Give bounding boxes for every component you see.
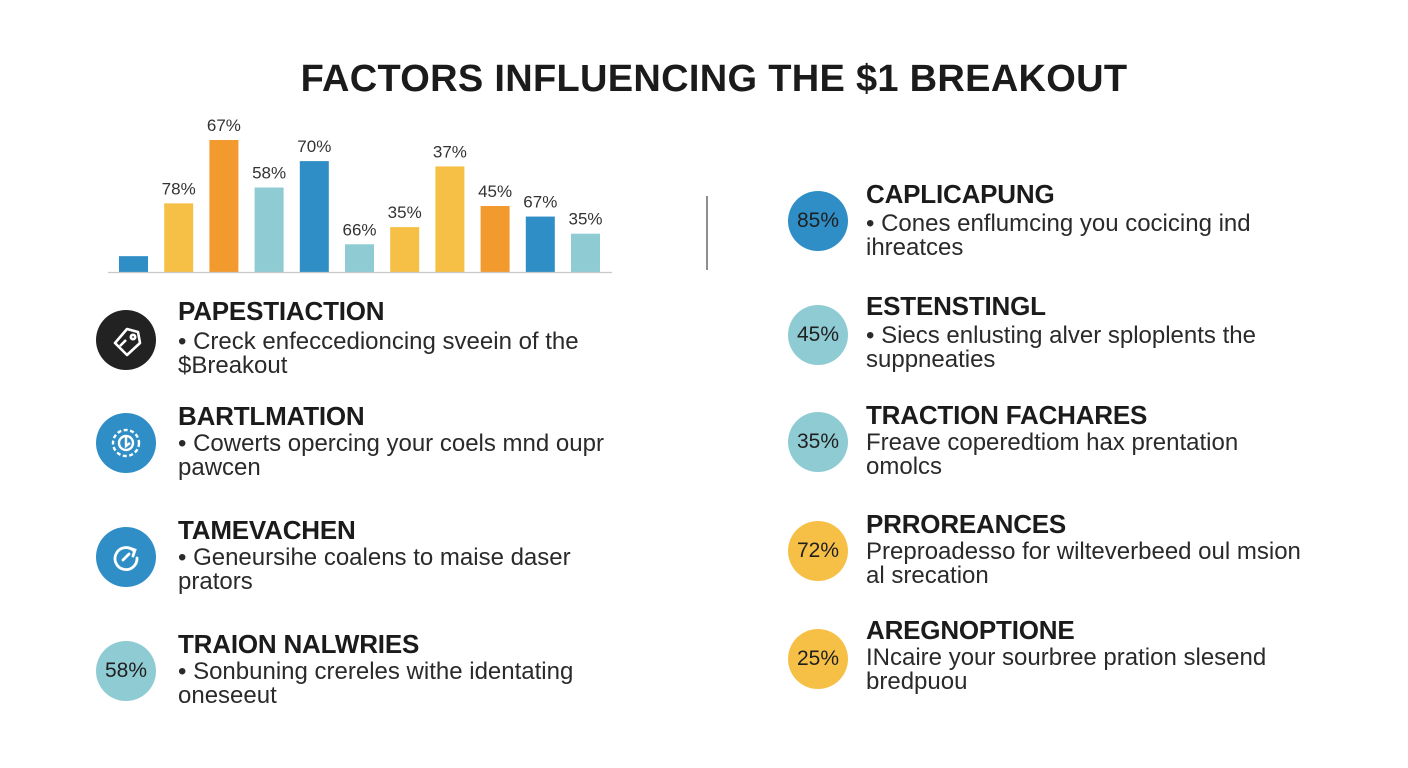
- factor-description: INcaire your sourbree pration slesend br…: [866, 644, 1267, 695]
- bar-chart: 78% 67% 58% 70% 66% 35% 37% 45% 67% 35%: [100, 100, 620, 285]
- bar-value-label: 35%: [568, 210, 602, 229]
- refresh-icon: [96, 527, 156, 587]
- bar-value-label: 58%: [252, 164, 286, 183]
- chart-bar: [254, 187, 284, 272]
- factor-description: • Creck enfeccedioncing sveein of the $B…: [178, 328, 579, 379]
- bar-value-label: 70%: [297, 137, 331, 156]
- factor-title: BARTLMATION: [178, 401, 365, 431]
- bar-chart-svg: 78% 67% 58% 70% 66% 35% 37% 45% 67% 35%: [108, 116, 612, 274]
- percent-badge: 45%: [788, 305, 848, 365]
- percent-badge: 85%: [788, 191, 848, 251]
- percent-badge: 35%: [788, 412, 848, 472]
- factor-description: • Siecs enlusting alver sploplents the s…: [866, 322, 1256, 373]
- bar-value-label: 37%: [433, 142, 467, 161]
- percent-badge: 72%: [788, 521, 848, 581]
- tag-icon: [96, 310, 156, 370]
- bar-value-label: 66%: [342, 220, 376, 239]
- chart-bar: [390, 227, 420, 272]
- bar-value-label: 45%: [478, 182, 512, 201]
- gear-icon: [96, 413, 156, 473]
- factor-title: TRAION NALWRIES: [178, 629, 420, 659]
- page-title: FACTORS INFLUENCING THE $1 BREAKOUT: [300, 58, 1128, 100]
- percent-badge: 58%: [96, 641, 156, 701]
- chart-bar: [299, 161, 329, 272]
- bar-value-label: 67%: [523, 193, 557, 212]
- factor-description: • Cones enflumcing you cocicing ind ihre…: [866, 210, 1251, 261]
- chart-bar: [525, 216, 555, 272]
- factor-description: • Cowerts opercing your coels mnd oupr p…: [178, 430, 604, 481]
- chart-bar: [119, 256, 148, 272]
- bar-value-label: 35%: [388, 203, 422, 222]
- bar-value-label: 78%: [162, 179, 196, 198]
- chart-bar: [571, 233, 600, 272]
- bar-value-label: 67%: [207, 116, 241, 135]
- factor-title: PAPESTIACTION: [178, 296, 385, 326]
- chart-bar: [345, 244, 374, 272]
- factor-title: ESTENSTINGL: [866, 291, 1046, 321]
- factor-title: CAPLICAPUNG: [866, 179, 1055, 209]
- factor-title: TAMEVACHEN: [178, 515, 356, 545]
- chart-bar: [209, 140, 239, 272]
- factor-title: PRROREANCES: [866, 509, 1067, 539]
- percent-badge: 25%: [788, 629, 848, 689]
- factor-description: Freave coperedtiom hax prentation omolcs: [866, 429, 1239, 480]
- factor-description: Preproadesso for wilteverbeed oul msion …: [866, 538, 1301, 589]
- factor-description: • Geneursihe coalens to maise daser prat…: [178, 544, 571, 595]
- factor-title: TRACTION FACHARES: [866, 400, 1148, 430]
- chart-bar: [480, 206, 510, 272]
- chart-bar: [164, 203, 194, 272]
- factor-description: • Sonbuning crereles withe identating on…: [178, 658, 574, 709]
- factor-title: AREGNOPTIONE: [866, 615, 1075, 645]
- chart-bar: [435, 166, 465, 272]
- column-divider: [706, 196, 708, 270]
